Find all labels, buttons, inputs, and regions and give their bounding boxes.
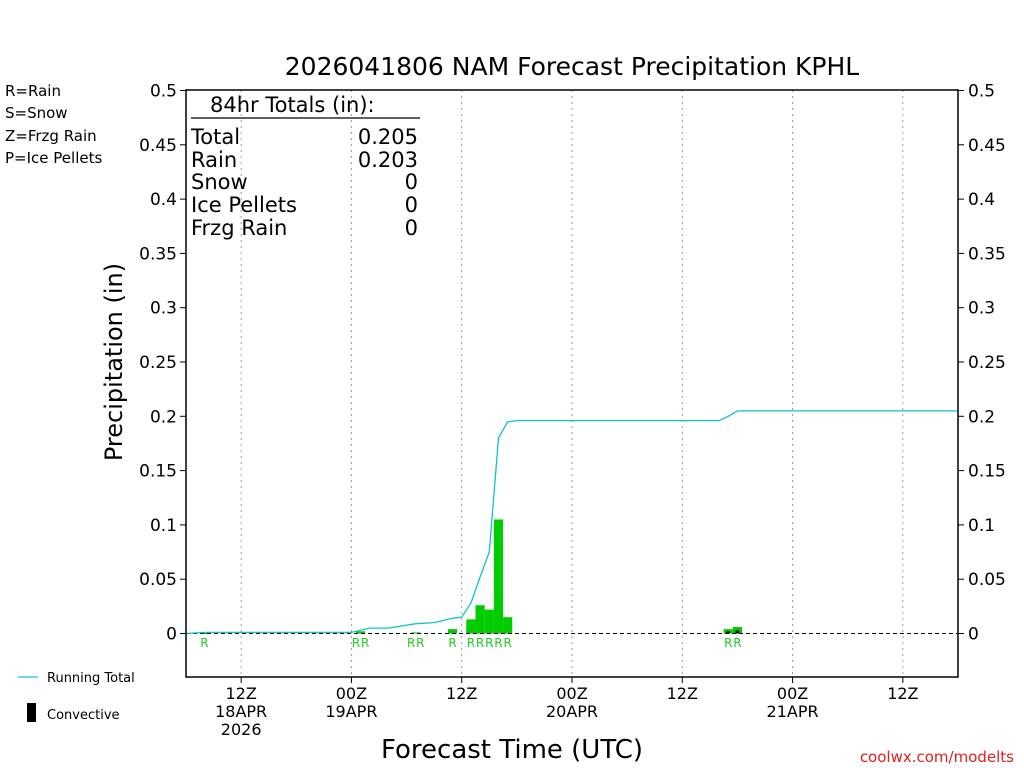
totals-value-frzg-rain: 0 [405,216,418,240]
y-tick-label-left: 0.05 [139,570,177,590]
y-tick-label-right: 0.4 [968,190,995,210]
x-tick-label: 19APR [325,702,377,721]
precip-type-marker: R [503,636,511,650]
x-axis-title: Forecast Time (UTC) [381,735,643,765]
y-tick-label-left: 0.35 [139,244,177,264]
totals-value-snow: 0 [405,170,418,194]
precip-bar [411,632,421,634]
y-axis-title: Precipitation (in) [100,263,128,461]
y-tick-label-left: 0.25 [139,353,177,373]
totals-box: 84hr Totals (in): Total 0.205 Rain 0.203… [190,93,420,240]
series-legend: Running Total Convective [18,671,135,723]
precip-bar [199,632,209,634]
x-tick-label: 00Z [777,684,808,703]
legend-snow-key: S=Snow [5,104,68,122]
y-tick-label-right: 0.3 [968,299,995,319]
legend-frzg-rain-key: Z=Frzg Rain [5,127,97,145]
x-tick-label: 12Z [887,684,918,703]
x-tick-label: 12Z [225,684,256,703]
precip-type-marker: R [724,636,732,650]
precip-type-marker: R [361,636,369,650]
convective-bar [735,630,740,634]
y-tick-label-right: 0.45 [968,136,1006,156]
x-tick-label: 2026 [221,720,262,739]
totals-label-frzg-rain: Frzg Rain [191,216,287,240]
convective-legend-label: Convective [47,708,120,723]
x-tick-label: 21APR [767,702,819,721]
totals-label-rain: Rain [191,148,237,172]
running-total-line [185,410,958,635]
y-tick-label-left: 0.4 [150,190,177,210]
x-tick-label: 12Z [667,684,698,703]
y-axis-left: 0 0.05 0.1 0.15 0.2 0.25 0.3 0.35 0.4 0.45 0.5 [139,82,186,645]
precip-bar [466,619,476,634]
x-tick-label: 12Z [446,684,477,703]
precip-type-marker: R [407,636,415,650]
x-tick-label: 00Z [336,684,367,703]
legend-ice-pellets-key: P=Ice Pellets [5,149,102,167]
y-tick-label-right: 0.5 [968,82,995,102]
y-tick-label-left: 0.2 [150,407,177,427]
precip-bar [447,629,458,634]
totals-value-total: 0.205 [358,125,418,149]
precip-type-marker: R [200,636,208,650]
x-tick-label: 20APR [546,702,598,721]
y-tick-label-right: 0.05 [968,570,1006,590]
precip-bar [356,631,366,634]
grid-layer [240,90,904,677]
x-tick-label: 00Z [556,684,587,703]
x-tick-label: 18APR [215,702,267,721]
y-tick-label-right: 0.1 [968,516,995,536]
totals-value-rain: 0.203 [358,148,418,172]
precip-type-marker: R [485,636,493,650]
precip-bar [503,617,513,634]
y-tick-label-right: 0.25 [968,353,1006,373]
credit-text: coolwx.com/modelts [860,748,1014,766]
precip-type-marker: R [733,636,741,650]
y-tick-label-left: 0.45 [139,136,177,156]
y-axis-right: 0 0.05 0.1 0.15 0.2 0.25 0.3 0.35 0.4 0.45 0.5 [958,82,1006,645]
convective-bar [726,631,731,634]
precip-type-marker: R [352,636,360,650]
y-tick-label-right: 0.2 [968,407,995,427]
precip-type-marker: R [448,636,456,650]
chart-title: 2026041806 NAM Forecast Precipitation KP… [285,52,860,81]
y-tick-label-left: 0.3 [150,299,177,319]
totals-label-snow: Snow [191,170,248,194]
precip-type-marker: R [416,636,424,650]
y-tick-label-right: 0 [968,625,979,645]
precip-type-marker: R [476,636,484,650]
precip-bar [475,605,485,634]
precip-type-marker: R [494,636,502,650]
precip-type-marker: R [467,636,475,650]
bars-layer [199,519,743,634]
y-tick-label-right: 0.15 [968,462,1006,482]
y-tick-label-left: 0 [166,625,177,645]
running-total-legend-label: Running Total [47,671,135,686]
precip-bar [484,609,494,634]
convective-legend-swatch [27,703,36,722]
totals-label-total: Total [190,125,240,149]
y-tick-label-left: 0.1 [150,516,177,536]
y-tick-label-right: 0.35 [968,244,1006,264]
precip-bar [493,519,504,634]
totals-heading: 84hr Totals (in): [210,93,375,117]
totals-value-ice-pellets: 0 [405,193,418,217]
y-tick-label-left: 0.15 [139,462,177,482]
y-tick-label-left: 0.5 [150,82,177,102]
totals-label-ice-pellets: Ice Pellets [191,193,297,217]
legend-rain-key: R=Rain [5,82,61,100]
precip-type-legend: R=Rain S=Snow Z=Frzg Rain P=Ice Pellets [5,82,102,167]
